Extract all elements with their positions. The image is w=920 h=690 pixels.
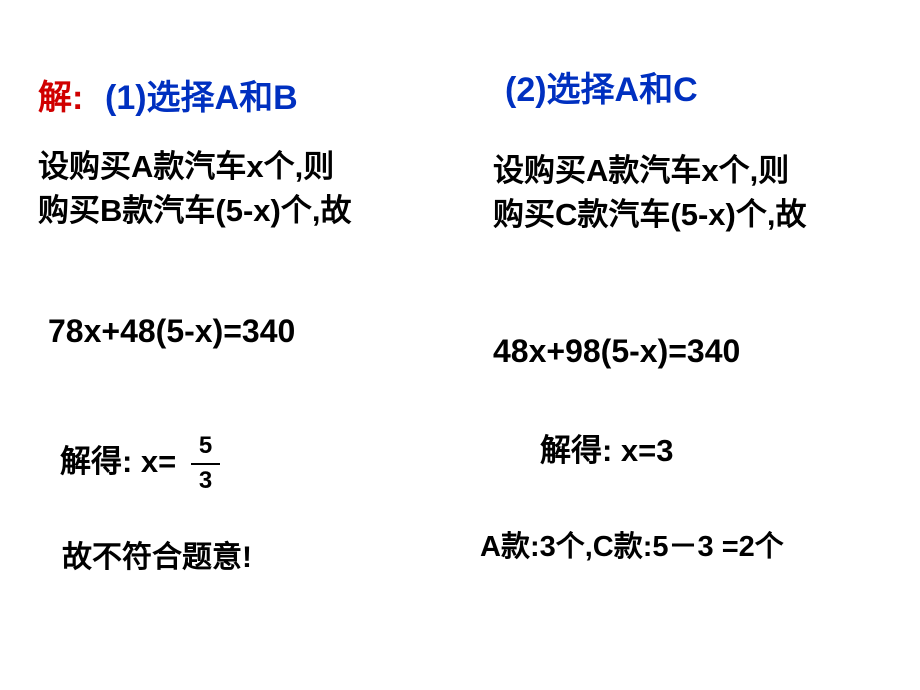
left-solved: 解得: x= 5 3	[60, 432, 220, 496]
right-conclusion: A款:3个,C款:5－3 =2个	[480, 530, 784, 565]
math-solution-slide: 解: (1)选择A和B (2)选择A和C 设购买A款汽车x个,则 购买B款汽车(…	[0, 0, 920, 690]
left-equation: 78x+48(5-x)=340	[48, 312, 295, 350]
left-fraction-num: 5	[191, 432, 220, 463]
right-equation: 48x+98(5-x)=340	[493, 332, 740, 370]
left-setup-line2: 购买B款汽车(5-x)个,故	[38, 192, 351, 229]
right-setup-line1: 设购买A款汽车x个,则	[493, 152, 789, 189]
right-solved: 解得: x=3	[540, 432, 674, 469]
left-fraction: 5 3	[191, 432, 220, 496]
left-conclusion: 故不符合题意!	[62, 540, 252, 576]
right-setup-line2: 购买C款汽车(5-x)个,故	[493, 196, 806, 233]
left-title: (1)选择A和B	[105, 78, 298, 119]
solution-label: 解:	[38, 78, 83, 119]
right-title: (2)选择A和C	[505, 70, 698, 111]
left-solved-prefix: 解得: x=	[60, 444, 176, 479]
left-fraction-den: 3	[191, 463, 220, 496]
left-setup-line1: 设购买A款汽车x个,则	[38, 148, 334, 185]
